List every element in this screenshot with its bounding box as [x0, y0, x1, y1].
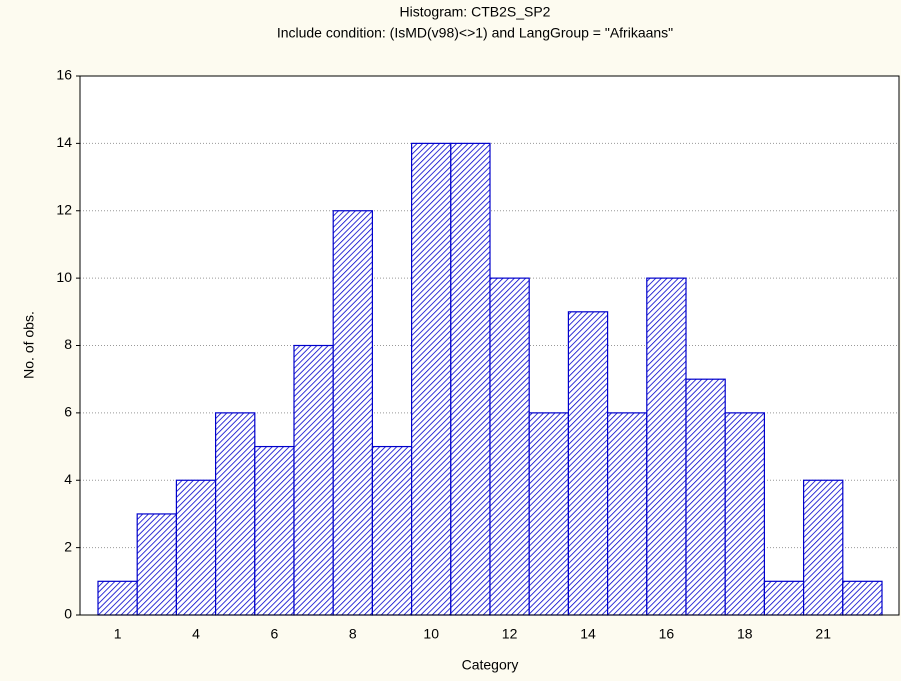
x-tick-label: 1 [114, 626, 122, 642]
x-tick-label: 10 [423, 626, 439, 642]
x-tick-label: 12 [502, 626, 518, 642]
y-tick-label: 2 [64, 538, 72, 554]
y-tick-label: 16 [56, 67, 72, 83]
y-tick-label: 4 [64, 471, 72, 487]
bar [332, 210, 374, 616]
bar [567, 311, 609, 616]
y-tick-label: 14 [56, 134, 72, 150]
y-tick-label: 10 [56, 269, 72, 285]
x-tick-label: 18 [737, 626, 753, 642]
y-tick-label: 12 [56, 201, 72, 217]
x-axis-label: Category [462, 657, 519, 673]
bar [842, 580, 883, 616]
bar [685, 378, 726, 616]
bar [646, 277, 687, 616]
x-tick-label: 8 [349, 626, 357, 642]
y-tick-label: 6 [64, 404, 72, 420]
chart-subtitle: Include condition: (IsMD(v98)<>1) and La… [277, 25, 673, 41]
x-tick-label: 6 [271, 626, 279, 642]
y-axis-label: No. of obs. [21, 311, 37, 379]
bar [450, 142, 491, 616]
x-tick-label: 16 [659, 626, 675, 642]
bar [136, 513, 177, 616]
bar [724, 412, 766, 616]
x-tick-label: 14 [580, 626, 596, 642]
x-tick-label: 4 [192, 626, 200, 642]
y-tick-label: 0 [64, 606, 72, 622]
bar [175, 479, 217, 616]
bar [489, 277, 530, 616]
bar [293, 344, 334, 616]
bar [802, 479, 844, 616]
bar [371, 445, 413, 616]
bar [606, 412, 648, 616]
bar [763, 580, 805, 616]
bar [411, 142, 452, 616]
y-tick-label: 8 [64, 336, 72, 352]
chart-title: Histogram: CTB2S_SP2 [400, 4, 551, 20]
bar [97, 580, 138, 616]
plot-frame [79, 75, 900, 616]
bar [254, 445, 295, 616]
bar [528, 412, 570, 616]
x-tick-label: 21 [815, 626, 831, 642]
bar [215, 412, 256, 616]
